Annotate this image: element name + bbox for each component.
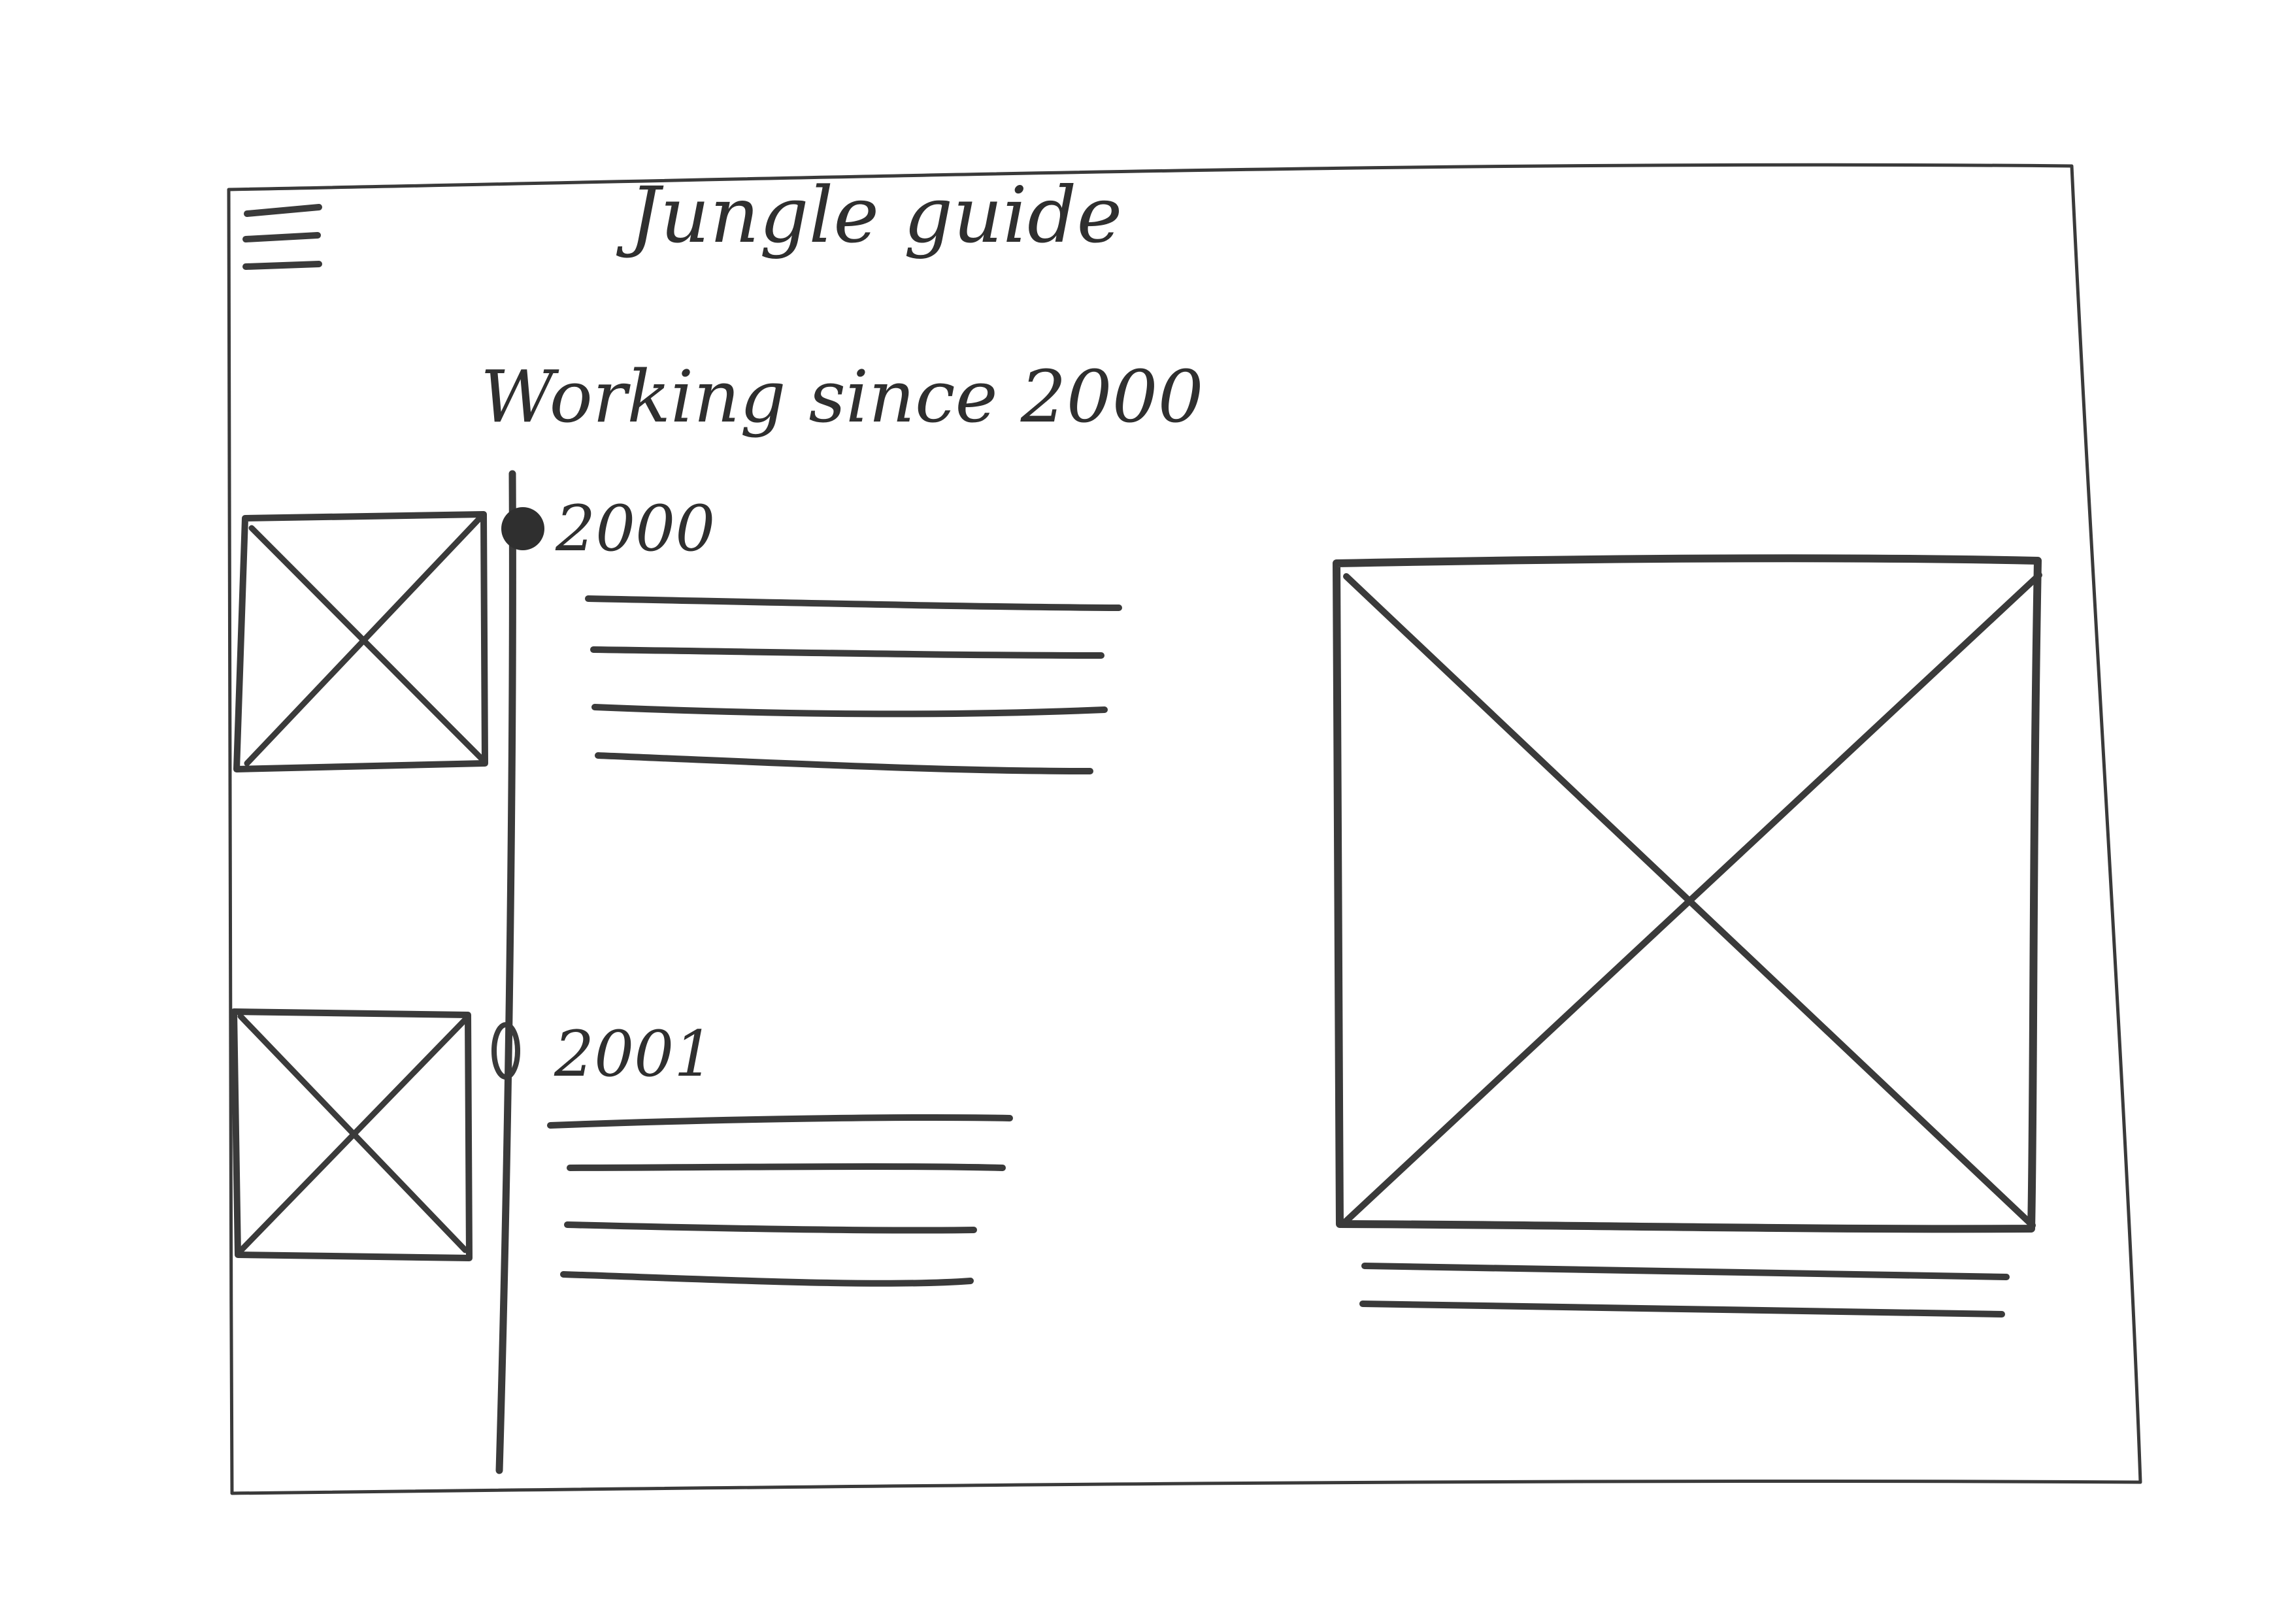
timeline-year: 2001 xyxy=(554,1018,714,1091)
timeline-year: 2000 xyxy=(555,492,715,565)
image-placeholder-icon xyxy=(1333,554,2042,1233)
entry-text-lines xyxy=(585,595,1122,774)
app-title: Jungle guide xyxy=(616,170,1123,260)
image-placeholder-icon xyxy=(233,511,488,772)
feature-card[interactable] xyxy=(1333,554,2042,1317)
timeline-line xyxy=(495,470,516,1474)
timeline-entry[interactable]: 2001 xyxy=(231,1008,1013,1287)
timeline-entry[interactable]: 2000 xyxy=(233,492,1122,774)
timeline-marker-filled[interactable] xyxy=(501,507,544,550)
hamburger-menu-icon[interactable] xyxy=(242,204,322,270)
page-heading: Working since 2000 xyxy=(480,355,1204,439)
page-frame xyxy=(227,163,2142,1495)
image-placeholder-icon xyxy=(231,1008,473,1261)
feature-caption-lines xyxy=(1359,1263,2010,1317)
entry-text-lines xyxy=(547,1114,1013,1287)
timeline-marker-hollow[interactable] xyxy=(491,1022,520,1080)
